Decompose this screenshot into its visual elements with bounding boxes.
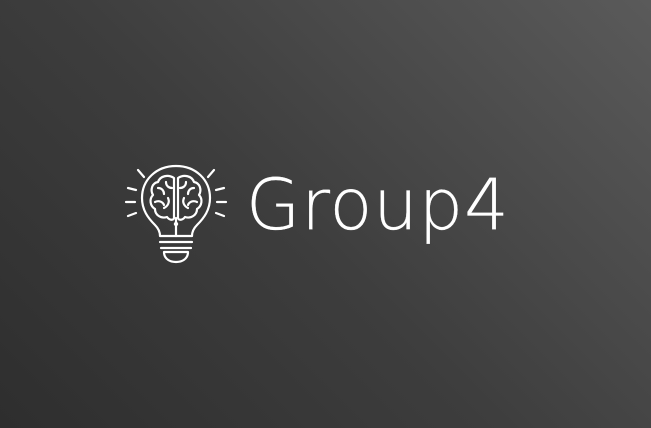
- lightbulb-brain-icon: [124, 164, 228, 264]
- brand-logo: Group4: [124, 158, 534, 270]
- brand-wordmark: Group4: [246, 164, 510, 246]
